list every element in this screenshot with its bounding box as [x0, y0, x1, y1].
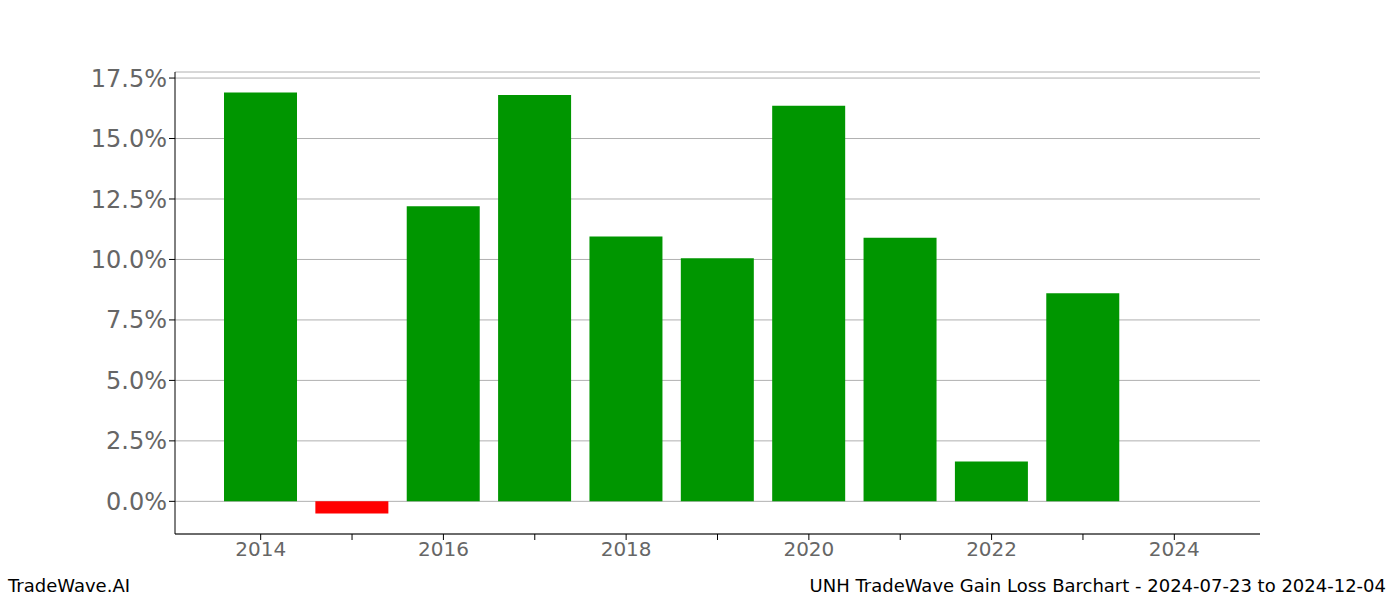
svg-text:2022: 2022 [966, 537, 1017, 561]
svg-text:5.0%: 5.0% [106, 367, 167, 395]
html-text:TradeWave.AI: TradeWave.AI [8, 575, 130, 596]
svg-text:2014: 2014 [235, 537, 286, 561]
svg-text:17.5%: 17.5% [91, 65, 167, 93]
svg-text:15.0%: 15.0% [91, 125, 167, 153]
svg-text:7.5%: 7.5% [106, 306, 167, 334]
svg-text:0.0%: 0.0% [106, 488, 167, 516]
svg-text:10.0%: 10.0% [91, 246, 167, 274]
svg-text:2016: 2016 [418, 537, 469, 561]
svg-text:2024: 2024 [1149, 537, 1200, 561]
svg-text:2018: 2018 [601, 537, 652, 561]
svg-text:2.5%: 2.5% [106, 427, 167, 455]
html-text:UNH TradeWave Gain Loss Barcha: UNH TradeWave Gain Loss Barchart - 2024-… [809, 575, 1386, 596]
svg-text:12.5%: 12.5% [91, 186, 167, 214]
svg-text:2020: 2020 [783, 537, 834, 561]
